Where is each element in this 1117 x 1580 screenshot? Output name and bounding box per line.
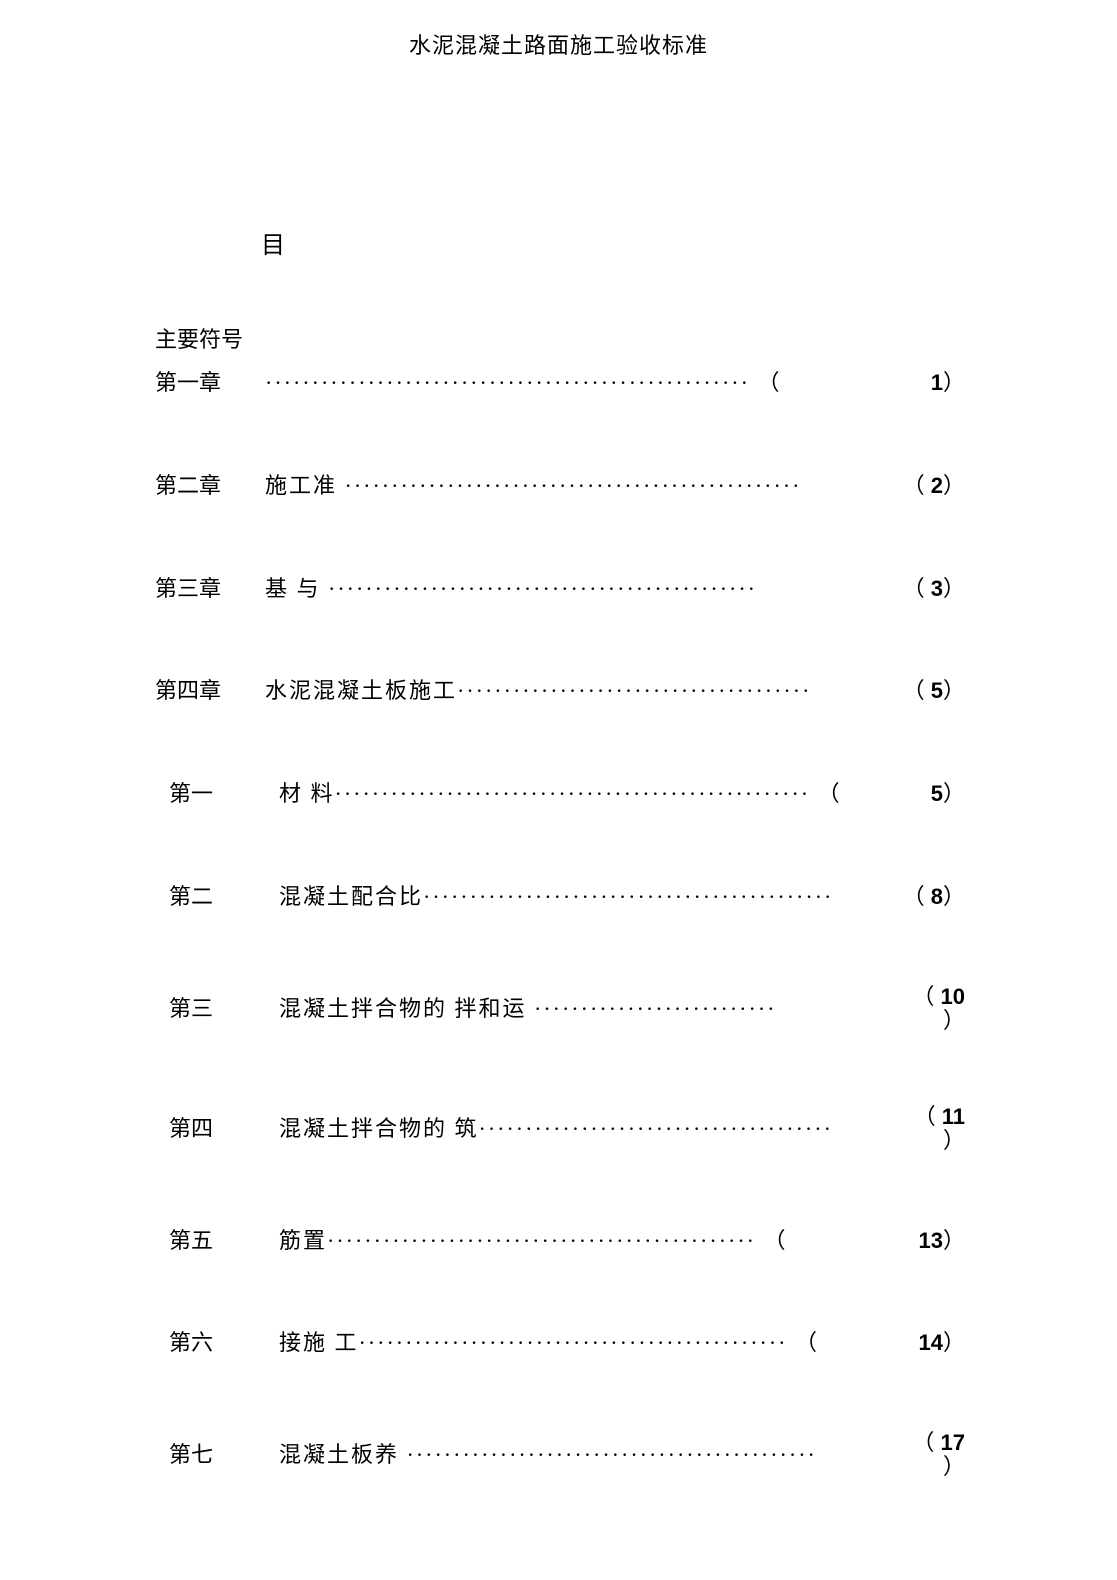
- toc-row: 第四章水泥混凝土板施工·····························…: [155, 676, 965, 707]
- toc-page: （ 10）: [855, 985, 965, 1033]
- toc-chapter: 第三: [169, 994, 279, 1025]
- toc-chapter: 第一: [169, 779, 279, 810]
- toc-title: 混凝土板养 ··································…: [279, 1440, 855, 1471]
- toc-heading: 目: [261, 225, 285, 260]
- toc-title: 基 与 ····································…: [265, 574, 855, 605]
- toc-title: 筋置······································…: [279, 1226, 855, 1257]
- toc-chapter: 第五: [169, 1226, 279, 1257]
- toc-chapter: 第七: [169, 1440, 279, 1471]
- toc-title: 混凝土配合比··································…: [279, 882, 855, 913]
- toc-page: （ 8）: [855, 882, 965, 913]
- toc-row: 第五筋置····································…: [155, 1226, 965, 1257]
- toc-chapter: 第四章: [155, 676, 265, 707]
- toc-page: （ 17）: [855, 1431, 965, 1479]
- toc-title: 水泥混凝土板施工································…: [265, 676, 855, 707]
- toc-title: 材 料·····································…: [279, 779, 855, 810]
- toc-page: （ 3）: [855, 574, 965, 605]
- toc-row: 第二混凝土配合比································…: [155, 882, 965, 913]
- toc-title: 混凝土拌合物的 筑·······························…: [279, 1114, 855, 1145]
- symbols-label: 主要符号: [155, 322, 965, 354]
- toc-row: 第一材 料···································…: [155, 779, 965, 810]
- toc-title: 施工准 ····································…: [265, 471, 855, 502]
- toc-row: 第七混凝土板养 ································…: [155, 1431, 965, 1479]
- toc-row: 第三章基 与 ·································…: [155, 574, 965, 605]
- toc-page: 13）: [855, 1226, 965, 1257]
- toc-page: 5）: [855, 779, 965, 810]
- toc-chapter: 第三章: [155, 574, 265, 605]
- page-header-title: 水泥混凝土路面施工验收标准: [0, 0, 1117, 60]
- toc-title: 混凝土拌合物的 拌和运 ··························: [279, 994, 855, 1025]
- toc-chapter: 第一章: [155, 368, 265, 399]
- toc-page: （ 5）: [855, 676, 965, 707]
- toc-page: （ 11）: [855, 1105, 965, 1153]
- toc-row: 第二章施工准 ·································…: [155, 471, 965, 502]
- toc-title: 接施 工····································…: [279, 1328, 855, 1359]
- toc-title: ········································…: [265, 368, 855, 399]
- toc-page: （ 2）: [855, 471, 965, 502]
- toc-container: 主要符号 第一章································…: [155, 322, 965, 1552]
- toc-chapter: 第四: [169, 1114, 279, 1145]
- toc-page: 1）: [855, 368, 965, 399]
- toc-row: 第六接施 工··································…: [155, 1328, 965, 1359]
- toc-chapter: 第二: [169, 882, 279, 913]
- toc-page: 14）: [855, 1328, 965, 1359]
- toc-chapter: 第六: [169, 1328, 279, 1359]
- toc-row: 第四混凝土拌合物的 筑·····························…: [155, 1105, 965, 1153]
- toc-chapter: 第二章: [155, 471, 265, 502]
- toc-row: 第一章·····································…: [155, 368, 965, 399]
- toc-row: 第三混凝土拌合物的 拌和运 ··························…: [155, 985, 965, 1033]
